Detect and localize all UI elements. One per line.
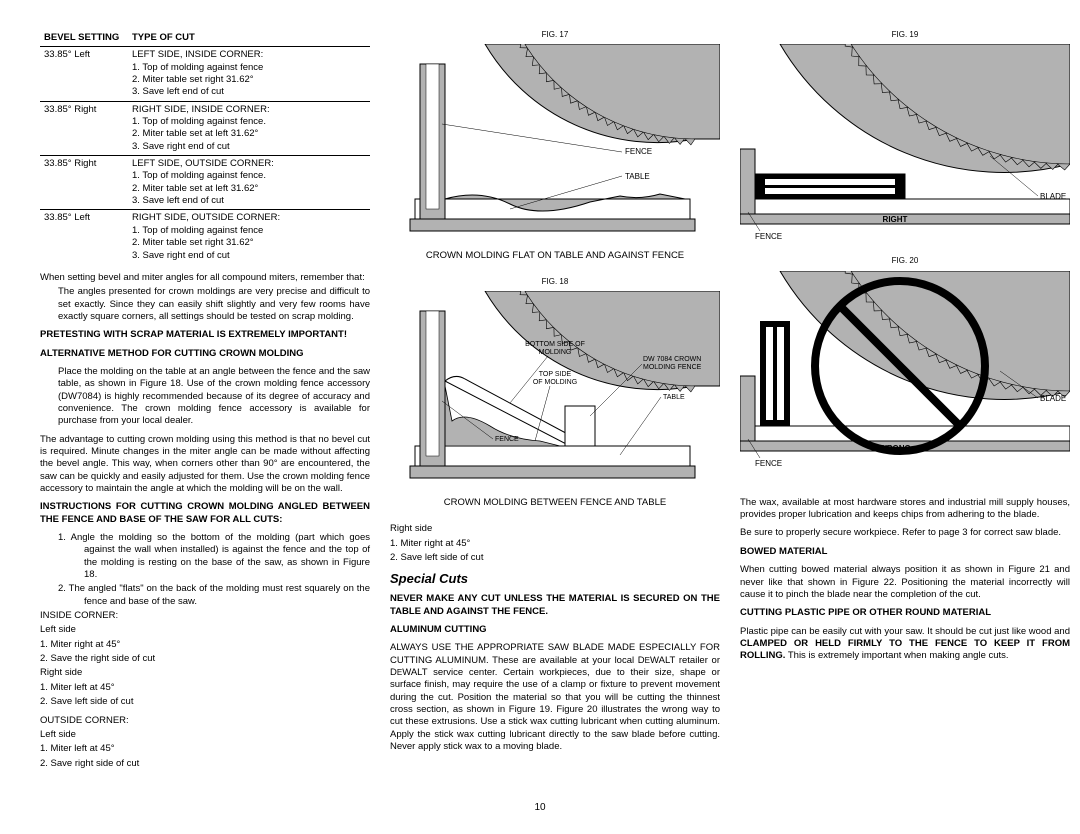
figure-20: BLADE FENCE WRONG: [740, 271, 1070, 471]
inside-corner-h: INSIDE CORNER:: [40, 610, 370, 622]
svg-text:TABLE: TABLE: [625, 172, 650, 181]
p-intro: When setting bevel and miter angles for …: [40, 272, 370, 323]
p-wax: The wax, available at most hardware stor…: [740, 497, 1070, 522]
cap18: CROWN MOLDING BETWEEN FENCE AND TABLE: [390, 497, 720, 509]
svg-text:TOP SIDE: TOP SIDE: [539, 371, 572, 378]
p-secure: Be sure to properly secure workpiece. Re…: [740, 527, 1070, 539]
svg-text:FENCE: FENCE: [755, 459, 782, 468]
bevel-settings-table: BEVEL SETTING TYPE OF CUT 33.85° LeftLEF…: [40, 30, 370, 264]
svg-text:TABLE: TABLE: [663, 394, 685, 401]
h-pipe: CUTTING PLASTIC PIPE OR OTHER ROUND MATE…: [740, 607, 1070, 619]
figure-17: FENCE TABLE: [390, 44, 720, 244]
p-pretest: PRETESTING WITH SCRAP MATERIAL IS EXTREM…: [40, 329, 370, 341]
p-place: Place the molding on the table at an ang…: [58, 366, 370, 428]
svg-text:FENCE: FENCE: [625, 147, 652, 156]
outside-corner-h: OUTSIDE CORNER:: [40, 715, 370, 727]
svg-text:FENCE: FENCE: [495, 436, 519, 443]
p-bowed: When cutting bowed material always posit…: [740, 564, 1070, 601]
li1: 1. Angle the molding so the bottom of th…: [58, 532, 370, 581]
svg-text:BOTTOM SIDE OF: BOTTOM SIDE OF: [525, 341, 585, 348]
ic-right: Right side: [40, 667, 370, 679]
svg-text:MOLDING FENCE: MOLDING FENCE: [643, 364, 702, 371]
p-aluminum: ALWAYS USE THE APPROPRIATE SAW BLADE MAD…: [390, 642, 720, 753]
svg-text:DW 7084 CROWN: DW 7084 CROWN: [643, 356, 701, 363]
fig19-label: FIG. 19: [740, 30, 1070, 40]
h-instructions: INSTRUCTIONS FOR CUTTING CROWN MOLDING A…: [40, 501, 370, 526]
svg-text:OF MOLDING: OF MOLDING: [533, 379, 577, 386]
figure-19: BLADE FENCE RIGHT: [740, 44, 1070, 244]
h-special-cuts: Special Cuts: [390, 571, 720, 588]
fig20-label: FIG. 20: [740, 256, 1070, 266]
cap17: CROWN MOLDING FLAT ON TABLE AND AGAINST …: [390, 250, 720, 262]
svg-text:BLADE: BLADE: [1040, 192, 1066, 201]
p-never: NEVER MAKE ANY CUT UNLESS THE MATERIAL I…: [390, 593, 720, 618]
svg-text:FENCE: FENCE: [755, 232, 782, 241]
p-pipe: Plastic pipe can be easily cut with your…: [740, 626, 1070, 663]
h-bowed: BOWED MATERIAL: [740, 546, 1070, 558]
p-advantage: The advantage to cutting crown molding u…: [40, 434, 370, 496]
page-number: 10: [40, 801, 1040, 814]
col-header-type: TYPE OF CUT: [128, 30, 370, 47]
fig18-label: FIG. 18: [390, 277, 720, 287]
li2: 2. The angled "flats" on the back of the…: [58, 583, 370, 608]
h-aluminum: ALUMINUM CUTTING: [390, 624, 720, 636]
col-header-bevel: BEVEL SETTING: [40, 30, 128, 47]
fig17-label: FIG. 17: [390, 30, 720, 40]
svg-text:BLADE: BLADE: [1040, 394, 1066, 403]
ic-left: Left side: [40, 624, 370, 636]
figure-18: BOTTOM SIDE OF MOLDING TOP SIDE OF MOLDI…: [390, 291, 720, 491]
svg-text:MOLDING: MOLDING: [539, 349, 572, 356]
h-alternative: ALTERNATIVE METHOD FOR CUTTING CROWN MOL…: [40, 348, 370, 360]
svg-text:RIGHT: RIGHT: [883, 215, 908, 224]
